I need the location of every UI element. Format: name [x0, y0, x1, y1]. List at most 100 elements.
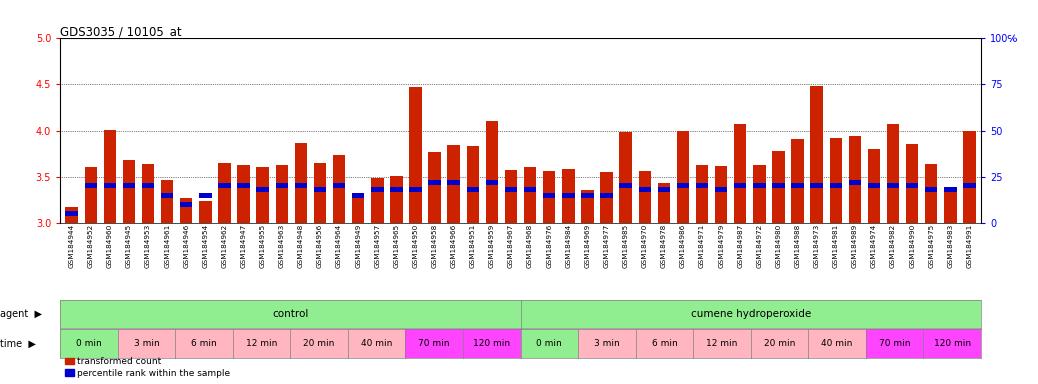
Bar — [429, 152, 441, 223]
Text: time  ▶: time ▶ — [0, 338, 36, 349]
Bar — [581, 190, 594, 223]
Bar — [313, 187, 326, 192]
Bar — [925, 164, 937, 223]
Bar — [772, 183, 785, 189]
Bar — [104, 130, 116, 223]
Bar — [218, 183, 230, 189]
Bar — [695, 165, 708, 223]
Bar — [620, 132, 632, 223]
Bar — [65, 207, 78, 223]
Bar — [563, 192, 574, 198]
Bar — [715, 166, 728, 223]
Text: 3 min: 3 min — [594, 339, 620, 348]
Bar — [658, 187, 670, 192]
Bar — [638, 187, 651, 192]
Text: agent  ▶: agent ▶ — [0, 309, 42, 319]
Bar — [313, 163, 326, 223]
Text: cumene hydroperoxide: cumene hydroperoxide — [690, 309, 811, 319]
Bar — [142, 183, 155, 189]
Legend: transformed count, percentile rank within the sample: transformed count, percentile rank withi… — [64, 357, 230, 377]
Bar — [199, 192, 212, 198]
Bar — [122, 183, 135, 189]
Bar — [218, 163, 230, 223]
Text: 0 min: 0 min — [76, 339, 102, 348]
Bar — [963, 183, 976, 189]
Bar — [849, 180, 862, 185]
Bar — [677, 131, 689, 223]
Bar — [467, 187, 479, 192]
Bar — [352, 195, 364, 223]
Bar — [122, 160, 135, 223]
Bar — [734, 124, 746, 223]
Bar — [142, 164, 155, 223]
Text: GDS3035 / 10105_at: GDS3035 / 10105_at — [60, 25, 182, 38]
Bar — [524, 167, 537, 223]
Text: 40 min: 40 min — [361, 339, 392, 348]
Bar — [333, 154, 346, 223]
Bar — [504, 187, 517, 192]
Bar — [868, 149, 880, 223]
Bar — [849, 136, 862, 223]
Bar — [467, 146, 479, 223]
Bar — [638, 171, 651, 223]
Bar — [791, 183, 803, 189]
Bar — [734, 183, 746, 189]
Bar — [161, 180, 173, 223]
Bar — [447, 145, 460, 223]
Bar — [715, 187, 728, 192]
Bar — [275, 165, 288, 223]
Text: 6 min: 6 min — [191, 339, 217, 348]
Bar — [275, 183, 288, 189]
Bar — [543, 192, 555, 198]
Bar — [754, 165, 766, 223]
Text: 6 min: 6 min — [652, 339, 677, 348]
Bar — [65, 211, 78, 216]
Text: 3 min: 3 min — [134, 339, 160, 348]
Bar — [581, 192, 594, 198]
Bar — [295, 183, 307, 189]
Bar — [754, 183, 766, 189]
Bar — [256, 167, 269, 223]
Bar — [945, 187, 957, 223]
Bar — [161, 192, 173, 198]
Bar — [906, 183, 919, 189]
Bar — [390, 187, 403, 192]
Bar — [104, 183, 116, 189]
Bar — [620, 183, 632, 189]
Bar — [486, 121, 498, 223]
Text: 40 min: 40 min — [821, 339, 853, 348]
Bar — [868, 183, 880, 189]
Bar — [945, 187, 957, 192]
Text: 12 min: 12 min — [246, 339, 277, 348]
Bar — [504, 170, 517, 223]
Bar — [84, 183, 97, 189]
Bar — [352, 192, 364, 198]
Bar — [524, 187, 537, 192]
Bar — [886, 124, 899, 223]
Bar — [390, 176, 403, 223]
Bar — [409, 87, 421, 223]
Bar — [256, 187, 269, 192]
Bar — [829, 183, 842, 189]
Bar — [811, 183, 823, 189]
Text: 0 min: 0 min — [537, 339, 563, 348]
Bar — [963, 131, 976, 223]
Bar — [772, 151, 785, 223]
Bar — [238, 183, 250, 189]
Text: 12 min: 12 min — [706, 339, 738, 348]
Bar — [180, 198, 192, 223]
Bar — [295, 144, 307, 223]
Bar — [600, 192, 612, 198]
Bar — [886, 183, 899, 189]
Bar — [372, 187, 383, 192]
Bar — [658, 183, 670, 223]
Text: 120 min: 120 min — [473, 339, 511, 348]
Text: 20 min: 20 min — [303, 339, 335, 348]
Bar — [829, 138, 842, 223]
Text: 70 min: 70 min — [879, 339, 910, 348]
Bar — [447, 180, 460, 185]
Bar — [372, 179, 383, 223]
Text: 120 min: 120 min — [933, 339, 971, 348]
Bar — [906, 144, 919, 223]
Bar — [180, 202, 192, 207]
